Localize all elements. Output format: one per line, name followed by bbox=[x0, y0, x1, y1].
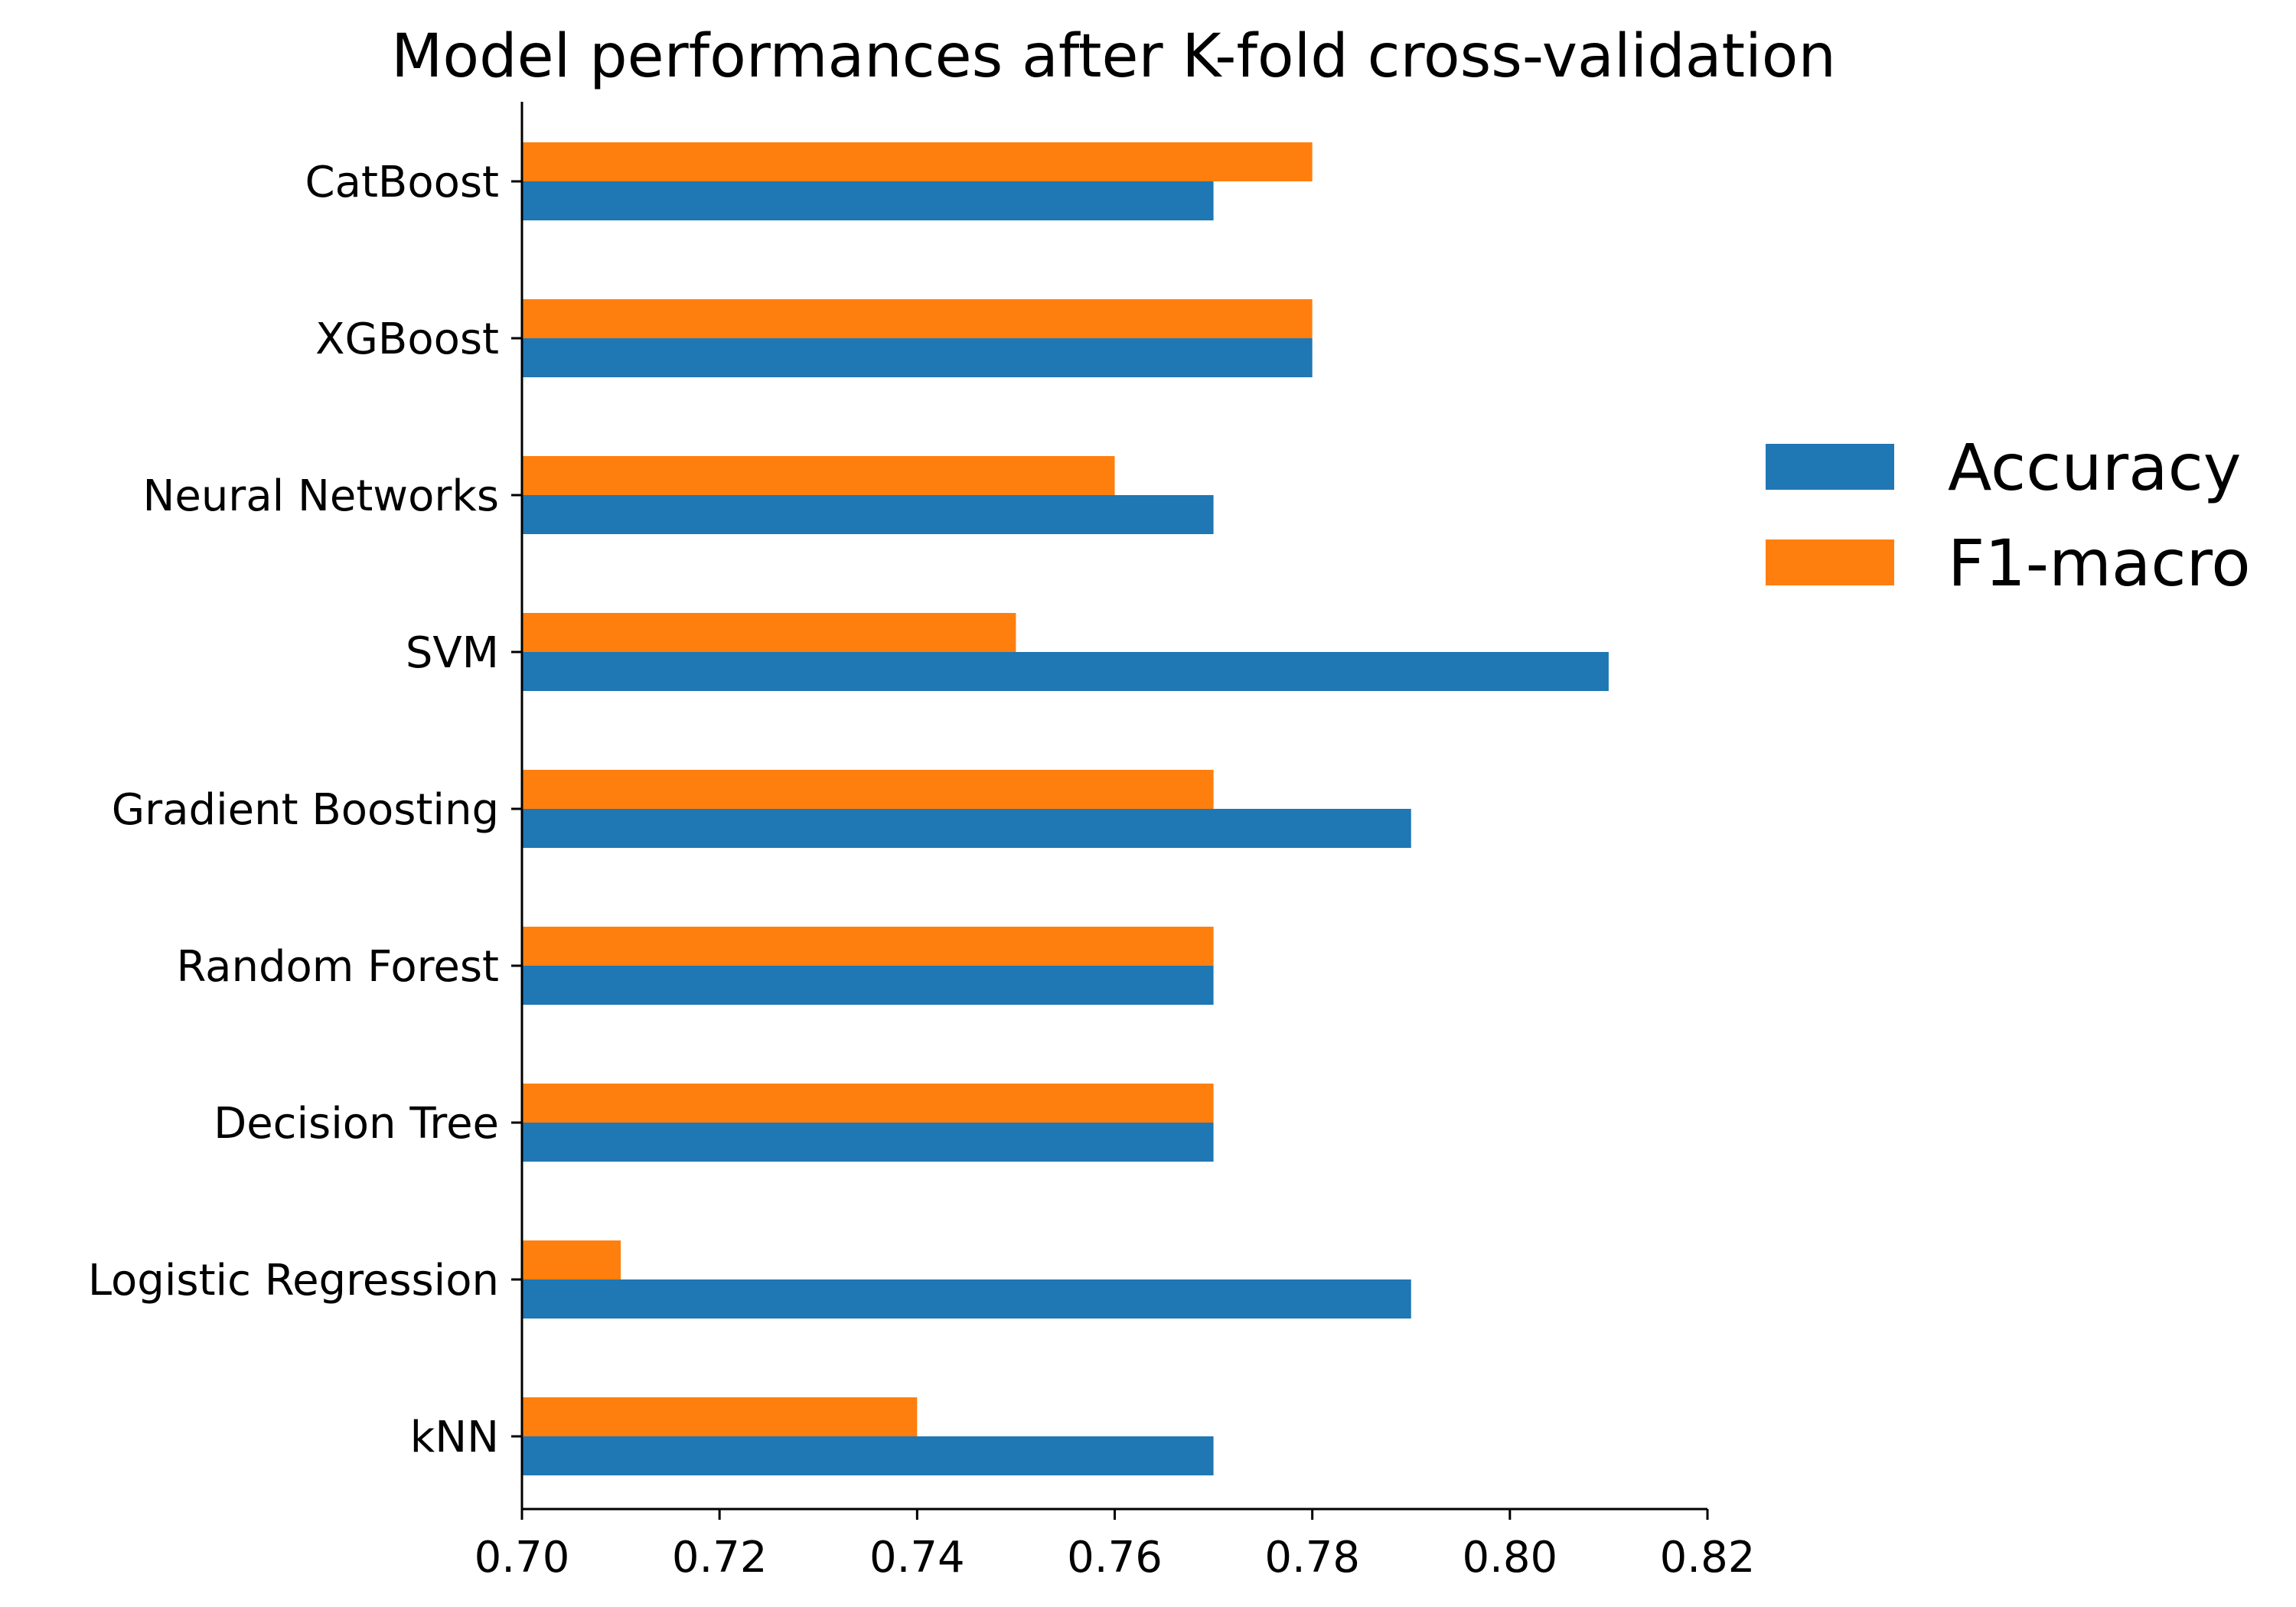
bar-f1-macro-random-forest bbox=[522, 927, 1214, 966]
y-tick-label: kNN bbox=[410, 1413, 499, 1462]
x-tick-label: 0.78 bbox=[1264, 1533, 1360, 1583]
bar-accuracy-svm bbox=[522, 652, 1609, 691]
y-tick-label: CatBoost bbox=[305, 158, 499, 207]
x-tick-label: 0.72 bbox=[672, 1533, 768, 1583]
bar-accuracy-random-forest bbox=[522, 966, 1214, 1005]
x-axis-ticks: 0.70 0.72 0.74 0.76 0.78 0.80 0.82 bbox=[475, 1509, 1756, 1583]
y-tick-label: Neural Networks bbox=[142, 471, 499, 521]
bar-f1-macro-gradient-boosting bbox=[522, 770, 1214, 809]
y-tick-label: Gradient Boosting bbox=[112, 785, 499, 835]
bar-f1-macro-catboost bbox=[522, 142, 1313, 181]
bar-accuracy-catboost bbox=[522, 181, 1214, 220]
y-tick-label: Logistic Regression bbox=[88, 1256, 499, 1305]
bar-accuracy-gradient-boosting bbox=[522, 809, 1411, 848]
y-tick-label: SVM bbox=[406, 628, 499, 678]
legend-swatch-accuracy bbox=[1766, 444, 1894, 490]
y-axis-ticks: kNN Logistic Regression Decision Tree Rando… bbox=[88, 158, 522, 1462]
bar-accuracy-logistic-regression bbox=[522, 1279, 1411, 1319]
bar-f1-macro-neural-networks bbox=[522, 456, 1115, 495]
y-tick-label: Random Forest bbox=[176, 942, 499, 992]
bar-f1-macro-knn bbox=[522, 1397, 918, 1436]
y-tick-label: Decision Tree bbox=[214, 1099, 499, 1149]
legend-label-f1-macro: F1-macro bbox=[1948, 526, 2251, 601]
bar-f1-macro-logistic-regression bbox=[522, 1240, 621, 1279]
bar-f1-macro-svm bbox=[522, 613, 1016, 652]
bar-accuracy-knn bbox=[522, 1436, 1214, 1475]
legend-label-accuracy: Accuracy bbox=[1948, 430, 2242, 505]
bar-f1-macro-decision-tree bbox=[522, 1084, 1214, 1123]
x-tick-label: 0.80 bbox=[1462, 1533, 1557, 1583]
bar-accuracy-xgboost bbox=[522, 338, 1313, 377]
bars-group bbox=[522, 142, 1609, 1475]
bar-accuracy-neural-networks bbox=[522, 495, 1214, 534]
y-tick-label: XGBoost bbox=[315, 315, 499, 364]
bar-f1-macro-xgboost bbox=[522, 299, 1313, 338]
x-tick-label: 0.70 bbox=[475, 1533, 570, 1583]
chart-title: Model performances after K-fold cross-va… bbox=[391, 22, 1836, 91]
x-tick-label: 0.74 bbox=[869, 1533, 965, 1583]
x-tick-label: 0.82 bbox=[1660, 1533, 1756, 1583]
bar-accuracy-decision-tree bbox=[522, 1123, 1214, 1162]
legend-swatch-f1-macro bbox=[1766, 539, 1894, 585]
x-tick-label: 0.76 bbox=[1067, 1533, 1163, 1583]
legend: Accuracy F1-macro bbox=[1766, 430, 2251, 601]
